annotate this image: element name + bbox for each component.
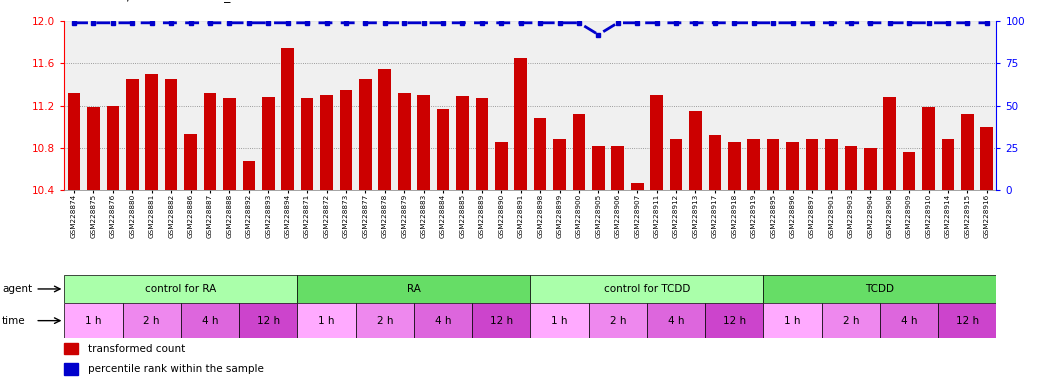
Text: 4 h: 4 h (901, 316, 918, 326)
Bar (87, 107, 100, 190)
Text: percentile rank within the sample: percentile rank within the sample (87, 364, 264, 374)
Bar (203, 93, 216, 190)
Bar (573, 114, 585, 190)
Bar (417, 95, 430, 190)
Bar (165, 79, 177, 190)
Bar (631, 183, 644, 190)
Bar (728, 142, 741, 190)
Text: RA: RA (407, 284, 420, 294)
Bar (379, 69, 391, 190)
Text: agent: agent (2, 284, 32, 294)
Bar (763, 303, 822, 338)
Bar (339, 90, 352, 190)
Bar (961, 114, 974, 190)
Bar (883, 97, 896, 190)
Text: 2 h: 2 h (377, 316, 393, 326)
Text: 2 h: 2 h (843, 316, 859, 326)
Text: 1 h: 1 h (785, 316, 801, 326)
Bar (456, 96, 469, 190)
Text: 1 h: 1 h (551, 316, 568, 326)
Bar (126, 79, 139, 190)
Bar (670, 139, 682, 190)
Bar (281, 48, 294, 190)
Text: TCDD: TCDD (866, 284, 895, 294)
Text: control for TCDD: control for TCDD (604, 284, 690, 294)
Text: 4 h: 4 h (201, 316, 218, 326)
Bar (64, 275, 297, 303)
Text: 12 h: 12 h (722, 316, 746, 326)
Bar (359, 79, 372, 190)
Bar (611, 146, 624, 190)
Text: 12 h: 12 h (490, 316, 513, 326)
Bar (64, 343, 78, 354)
Bar (515, 58, 527, 190)
Bar (398, 93, 410, 190)
Bar (67, 93, 80, 190)
Bar (880, 303, 938, 338)
Bar (64, 303, 122, 338)
Text: 12 h: 12 h (256, 316, 280, 326)
Text: GDS2965 / Dr.14279.1.S1_at: GDS2965 / Dr.14279.1.S1_at (64, 0, 243, 2)
Bar (903, 152, 916, 190)
Bar (689, 111, 702, 190)
Bar (864, 148, 876, 190)
Bar (825, 139, 838, 190)
Bar (651, 95, 663, 190)
Bar (181, 303, 239, 338)
Text: 12 h: 12 h (956, 316, 979, 326)
Bar (472, 303, 530, 338)
Bar (767, 139, 780, 190)
Bar (530, 275, 763, 303)
Bar (122, 303, 181, 338)
Bar (495, 142, 508, 190)
Bar (845, 146, 857, 190)
Bar (647, 303, 705, 338)
Bar (709, 135, 721, 190)
Bar (534, 118, 546, 190)
Bar (553, 139, 566, 190)
Bar (786, 142, 799, 190)
Text: 1 h: 1 h (85, 316, 102, 326)
Bar (530, 303, 589, 338)
Bar (356, 303, 414, 338)
Bar (922, 107, 935, 190)
Bar (145, 74, 158, 190)
Text: 4 h: 4 h (435, 316, 452, 326)
Bar (223, 98, 236, 190)
Bar (185, 134, 197, 190)
Text: 4 h: 4 h (667, 316, 684, 326)
Bar (981, 127, 993, 190)
Bar (589, 303, 647, 338)
Bar (592, 146, 605, 190)
Text: time: time (2, 316, 26, 326)
Bar (107, 106, 119, 190)
Bar (437, 109, 449, 190)
Bar (243, 161, 255, 190)
Bar (239, 303, 297, 338)
Bar (297, 275, 530, 303)
Bar (941, 139, 954, 190)
Bar (64, 363, 78, 375)
Bar (262, 97, 275, 190)
Text: 2 h: 2 h (143, 316, 160, 326)
Bar (301, 98, 313, 190)
Text: control for RA: control for RA (145, 284, 217, 294)
Bar (414, 303, 472, 338)
Bar (705, 303, 763, 338)
Bar (747, 139, 760, 190)
Bar (822, 303, 880, 338)
Text: 2 h: 2 h (609, 316, 626, 326)
Text: 1 h: 1 h (319, 316, 335, 326)
Bar (763, 275, 996, 303)
Bar (938, 303, 996, 338)
Bar (475, 98, 488, 190)
Bar (297, 303, 356, 338)
Bar (805, 139, 818, 190)
Text: transformed count: transformed count (87, 344, 185, 354)
Bar (320, 95, 333, 190)
